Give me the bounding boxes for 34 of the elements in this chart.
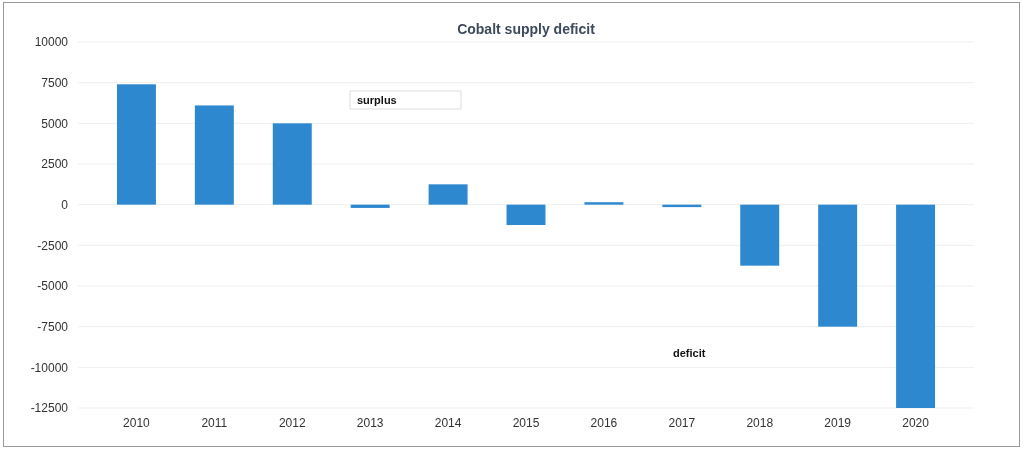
x-tick-label: 2014 — [434, 415, 462, 430]
bar — [740, 204, 780, 266]
bar — [272, 123, 312, 205]
bar — [818, 204, 858, 327]
x-tick-label: 2020 — [902, 415, 930, 430]
x-tick-label: 2010 — [123, 415, 151, 430]
y-tick-label: -12500 — [30, 401, 69, 416]
bar — [896, 204, 936, 408]
x-tick-label: 2016 — [590, 415, 618, 430]
bar — [506, 204, 546, 225]
y-tick-label: 0 — [61, 198, 69, 213]
y-tick-label: 5000 — [41, 116, 69, 131]
y-tick-label: -7500 — [37, 320, 69, 335]
y-tick-label: 7500 — [41, 76, 69, 91]
chart-title: Cobalt supply deficit — [457, 21, 596, 37]
x-tick-label: 2012 — [278, 415, 306, 430]
bar — [428, 184, 468, 205]
bar — [584, 202, 624, 205]
y-tick-label: 2500 — [41, 157, 69, 172]
y-tick-label: -10000 — [30, 360, 69, 375]
annotation: surplus — [357, 94, 397, 106]
annotation: deficit — [673, 347, 706, 359]
bar — [350, 204, 390, 208]
x-tick-label: 2015 — [512, 415, 540, 430]
y-tick-label: -2500 — [37, 238, 69, 253]
x-tick-label: 2011 — [201, 415, 228, 430]
bar — [194, 105, 234, 205]
x-tick-label: 2018 — [746, 415, 774, 430]
y-tick-label: -5000 — [37, 279, 69, 294]
x-tick-label: 2017 — [668, 415, 696, 430]
x-tick-label: 2013 — [356, 415, 384, 430]
bar — [116, 84, 156, 205]
x-tick-label: 2019 — [824, 415, 852, 430]
y-tick-label: 10000 — [34, 35, 69, 50]
